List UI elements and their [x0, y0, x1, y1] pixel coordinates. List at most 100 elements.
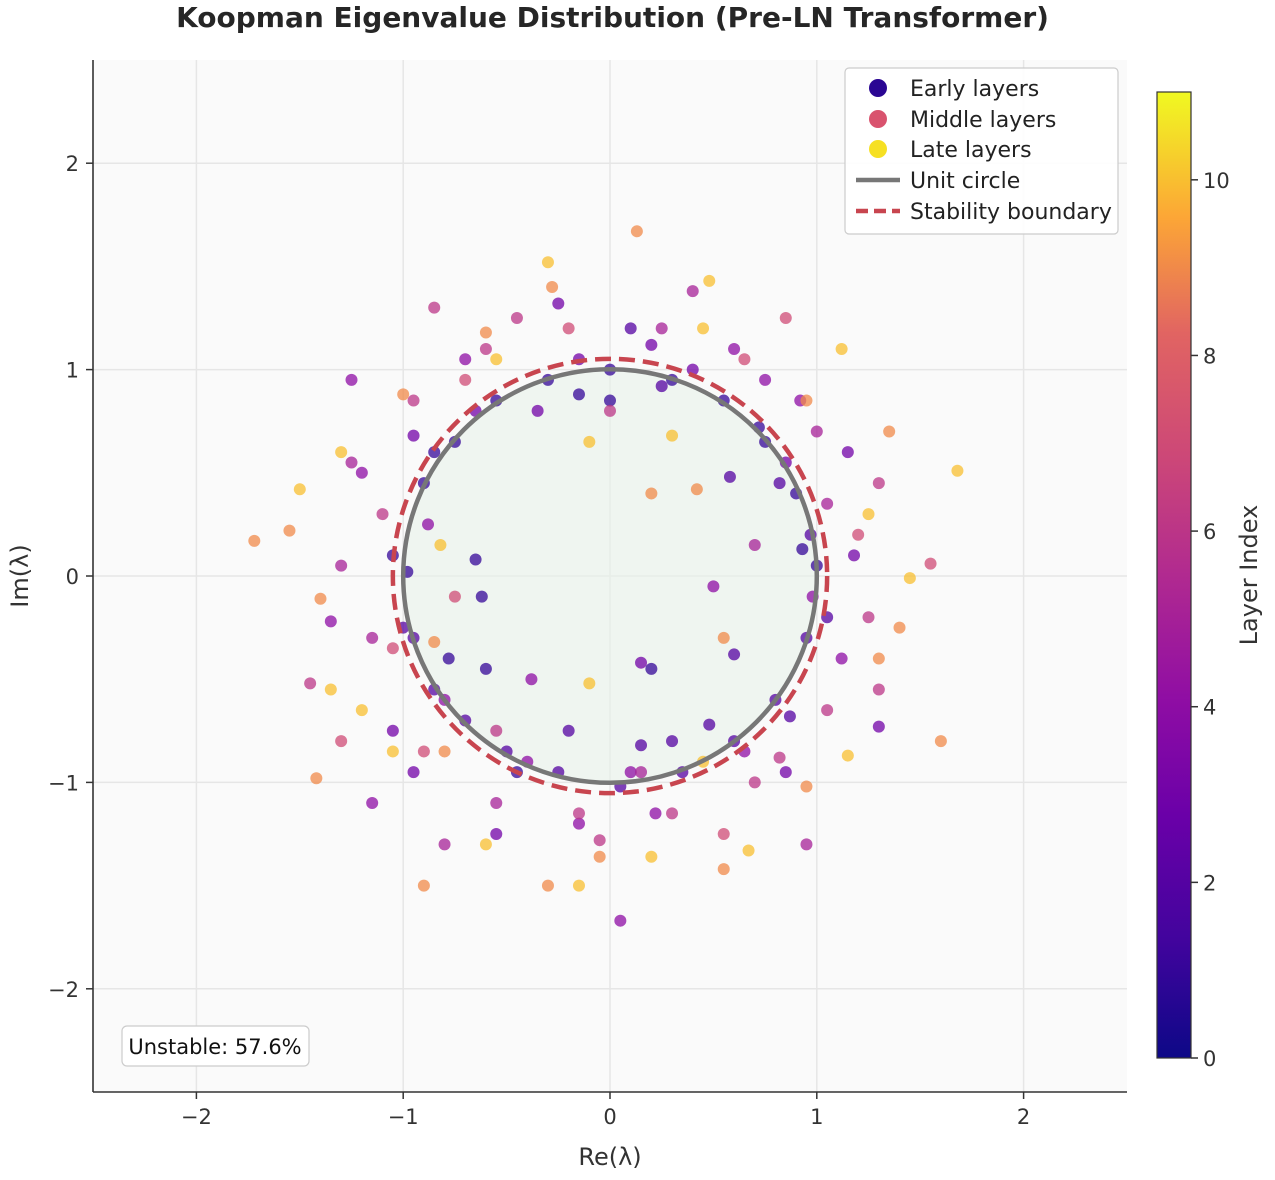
eigenvalue-point	[510, 312, 523, 324]
colorbar-tick-label: 10	[1203, 169, 1230, 193]
legend-label-early: Early layers	[910, 77, 1039, 102]
eigenvalue-point	[841, 749, 854, 762]
eigenvalue-point	[448, 590, 461, 603]
eigenvalue-point	[366, 631, 379, 644]
colorbar-tick-label: 4	[1203, 696, 1216, 720]
y-tick-label: −1	[48, 771, 79, 795]
unit-circle	[400, 366, 820, 786]
eigenvalue-point	[345, 456, 358, 469]
eigenvalue-point	[407, 429, 420, 442]
colorbar: 0 2 4 6 8 10 Layer Index	[1156, 91, 1263, 1071]
eigenvalue-point	[335, 735, 348, 748]
eigenvalue-point	[604, 404, 616, 417]
colorbar-ticks: 0 2 4 6 8 10	[1191, 169, 1230, 1071]
x-tick-label: −2	[181, 1105, 212, 1129]
y-tick-label: −2	[48, 978, 79, 1002]
eigenvalue-point	[703, 274, 716, 287]
eigenvalue-point	[645, 850, 658, 863]
stability-boundary	[390, 356, 830, 796]
eigenvalue-point	[407, 394, 420, 407]
eigenvalue-point	[428, 446, 441, 459]
eigenvalue-point	[583, 435, 596, 448]
eigenvalue-point	[434, 539, 447, 552]
eigenvalue-point	[649, 807, 662, 820]
eigenvalue-point	[796, 543, 809, 556]
eigenvalue-point	[428, 301, 441, 314]
eigenvalue-point	[490, 797, 503, 810]
eigenvalue-point	[690, 483, 703, 496]
eigenvalue-point	[335, 446, 348, 459]
y-tick-label: 1	[66, 359, 79, 383]
eigenvalue-point	[779, 766, 792, 779]
legend-marker-middle	[869, 110, 887, 128]
eigenvalue-point	[386, 642, 399, 655]
eigenvalue-point	[821, 704, 834, 717]
x-tick-label: 1	[810, 1105, 823, 1129]
eigenvalue-point	[525, 673, 538, 686]
eigenvalue-point	[645, 487, 658, 500]
eigenvalue-point	[417, 745, 430, 758]
eigenvalue-point	[490, 353, 503, 366]
eigenvalue-point	[541, 256, 554, 269]
legend-label-late: Late layers	[910, 138, 1032, 163]
eigenvalue-point	[469, 553, 482, 566]
eigenvalue-point	[624, 322, 637, 335]
eigenvalue-point	[872, 652, 885, 665]
eigenvalue-point	[883, 425, 896, 438]
colorbar-tick-label: 6	[1203, 520, 1216, 544]
colorbar-label: Layer Index	[1235, 505, 1263, 646]
eigenvalue-point	[304, 677, 317, 690]
eigenvalue-point	[738, 353, 751, 366]
eigenvalue-point	[479, 838, 492, 851]
eigenvalue-point	[459, 373, 472, 386]
eigenvalue-point	[355, 466, 368, 479]
eigenvalue-point	[800, 394, 813, 407]
annotation-box	[121, 1025, 310, 1067]
eigenvalue-point	[355, 704, 368, 717]
eigenvalue-point	[248, 534, 261, 547]
eigenvalue-point	[697, 322, 710, 335]
eigenvalue-point	[872, 683, 885, 696]
eigenvalue-point	[717, 863, 730, 876]
eigenvalue-point	[438, 745, 451, 758]
eigenvalue-point	[748, 539, 761, 552]
colorbar-gradient	[1156, 91, 1192, 1059]
eigenvalue-point	[422, 518, 435, 531]
colorbar-tick-label: 0	[1203, 1047, 1216, 1071]
eigenvalue-point	[479, 662, 492, 675]
eigenvalue-point	[645, 338, 658, 351]
eigenvalue-point	[293, 483, 306, 496]
eigenvalue-point	[666, 429, 679, 442]
eigenvalue-point	[707, 580, 720, 593]
eigenvalue-point	[655, 380, 668, 393]
eigenvalue-point	[562, 724, 575, 737]
eigenvalue-point	[852, 528, 865, 541]
eigenvalue-point	[479, 326, 492, 339]
eigenvalue-point	[531, 404, 544, 417]
eigenvalue-point	[779, 312, 792, 324]
eigenvalue-point	[635, 656, 648, 669]
stable-region-fill	[403, 369, 817, 783]
eigenvalue-point	[479, 342, 492, 355]
eigenvalue-point	[490, 724, 503, 737]
eigenvalue-point	[835, 652, 848, 665]
eigenvalue-point	[552, 297, 565, 310]
eigenvalue-point	[572, 879, 585, 892]
unstable-annotation: Unstable: 57.6%	[121, 1025, 310, 1067]
eigenvalue-point	[583, 677, 596, 690]
eigenvalue-point	[572, 807, 585, 820]
eigenvalue-point	[800, 838, 813, 851]
eigenvalue-point	[366, 797, 379, 810]
eigenvalue-point	[924, 557, 937, 570]
eigenvalue-point	[893, 621, 906, 634]
eigenvalue-point	[872, 477, 885, 490]
eigenvalue-point	[728, 342, 741, 355]
eigenvalue-point	[386, 724, 399, 737]
eigenvalue-point	[324, 615, 337, 628]
eigenvalue-point	[841, 446, 854, 459]
eigenvalue-point	[386, 745, 399, 758]
eigenvalue-point	[773, 477, 786, 490]
eigenvalue-point	[903, 572, 916, 585]
annotation-text: Unstable: 57.6%	[128, 1035, 301, 1059]
